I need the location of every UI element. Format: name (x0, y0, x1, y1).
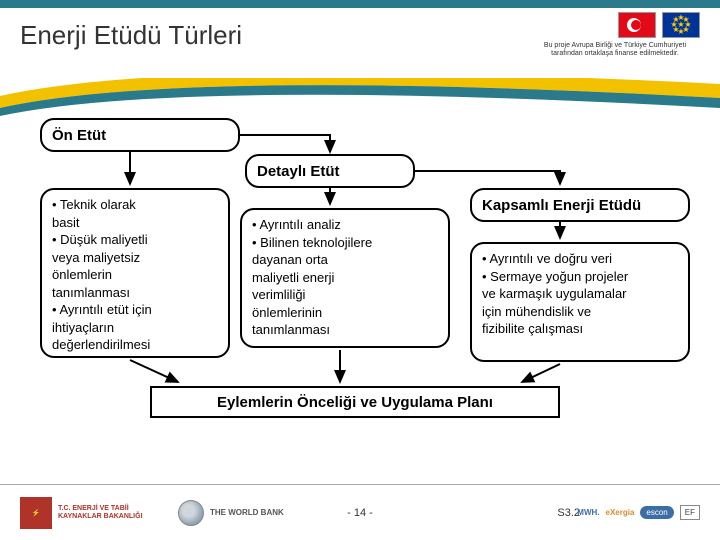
ministry-logo-text: T.C. ENERJİ VE TABİİ KAYNAKLAR BAKANLIĞI (58, 505, 158, 520)
exergia-logo: eXergia (606, 508, 635, 517)
worldbank-logo: THE WORLD BANK (178, 500, 284, 526)
ministry-logo: ⚡ T.C. ENERJİ VE TABİİ KAYNAKLAR BAKANLI… (20, 497, 158, 529)
ministry-logo-icon: ⚡ (20, 497, 52, 529)
swoosh-decoration (0, 78, 720, 118)
node-result: Eylemlerin Önceliği ve Uygulama Planı (150, 386, 560, 418)
node-kapsamli-title: Kapsamlı Enerji Etüdü (470, 188, 690, 222)
ef-logo: EF (680, 505, 700, 520)
node-detayli-title: Detaylı Etüt (245, 154, 415, 188)
node-detayli-content: • Ayrıntılı analiz • Bilinen teknolojile… (240, 208, 450, 348)
mwh-logo: MWH. (577, 508, 599, 517)
page-number: - 14 - (347, 507, 373, 519)
footer: ⚡ T.C. ENERJİ VE TABİİ KAYNAKLAR BAKANLI… (0, 484, 720, 540)
node-kapsamli-content: • Ayrıntılı ve doğru veri • Sermaye yoğu… (470, 242, 690, 362)
worldbank-logo-text: THE WORLD BANK (210, 508, 284, 517)
eu-flag-icon (662, 12, 700, 38)
flags-container (618, 12, 700, 38)
funding-text: Bu proje Avrupa Birliği ve Türkiye Cumhu… (530, 42, 700, 59)
title-section: Enerji Etüdü Türleri Bu proje Avrupa Bir… (0, 8, 720, 78)
diagram-area: Ön Etüt • Teknik olarak basit • Düşük ma… (0, 118, 720, 428)
header-bar (0, 0, 720, 8)
node-on-etut-content: • Teknik olarak basit • Düşük maliyetli … (40, 188, 230, 358)
turkey-flag-icon (618, 12, 656, 38)
worldbank-logo-icon (178, 500, 204, 526)
sponsor-logos: MWH. eXergia escon EF (577, 505, 700, 520)
escon-logo: escon (640, 506, 673, 519)
node-on-etut-title: Ön Etüt (40, 118, 240, 152)
